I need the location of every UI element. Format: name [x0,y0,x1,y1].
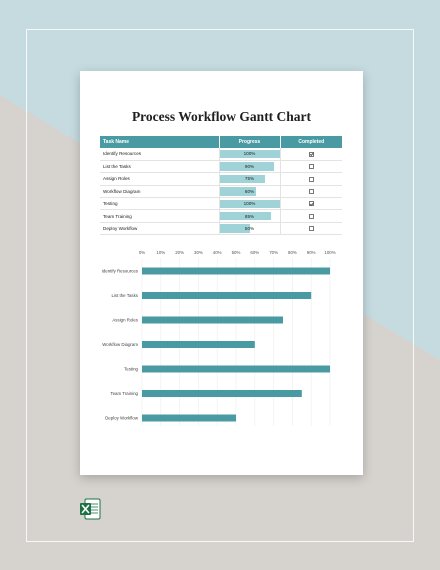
completed-cell [279,185,342,199]
task-name-cell: Team Training [100,209,219,223]
x-tick-label: 10% [156,250,165,255]
checked-checkbox[interactable] [308,201,314,207]
progress-bar [219,211,271,221]
page-title: Process Workflow Gantt Chart [131,109,312,124]
x-tick-label: 30% [194,250,203,255]
table-row: Workflow Diagram 60% [100,185,342,199]
unchecked-checkbox[interactable] [308,189,314,194]
table-row: Testing 100% [100,197,342,211]
completed-cell [279,148,342,161]
excel-icon [80,498,101,520]
progress-cell: 50% [218,222,280,236]
task-name-cell: Workflow Diagram [100,185,219,199]
table-row: Identify Resources 100% [100,148,342,161]
table-header-row: Task Name Progress Completed [100,136,342,148]
column-header-completed: Completed [279,136,342,148]
category-label: Testing [124,367,138,372]
progress-bar [219,224,250,233]
progress-cell: 90% [218,160,280,174]
x-tick-label: 40% [213,250,222,255]
task-name-cell: Identify Resources [100,148,219,161]
progress-label: 85% [244,213,255,219]
gantt-bar [142,267,330,275]
unchecked-checkbox[interactable] [308,164,314,170]
table-row: Assign Roles 75% [100,172,342,186]
x-tick-label: 90% [307,250,316,255]
task-name-cell: Assign Roles [100,172,219,186]
x-tick-label: 20% [175,250,184,255]
decorative-frame [26,29,414,542]
progress-bar [219,187,256,196]
table-row: Team Training 85% [100,209,342,223]
gantt-chart: 0% 10% 20% 30% 40% 50% 60% 70% 80% 90% 100% Identif… [102,250,336,426]
table-row: List the Tasks 90% [100,160,342,174]
gantt-bar [142,341,255,348]
progress-bar [219,149,280,159]
unchecked-checkbox[interactable] [308,176,314,182]
x-tick-label: 100% [324,250,335,255]
column-header-task: Task Name [100,136,219,148]
progress-bar [219,199,280,208]
progress-label: 90% [244,164,255,170]
gantt-bar [142,292,312,299]
progress-label: 50% [244,226,255,232]
progress-cell: 75% [218,172,280,186]
completed-cell [279,222,342,236]
unchecked-checkbox[interactable] [308,213,314,219]
completed-cell [279,209,342,223]
checked-checkbox[interactable] [308,151,314,157]
progress-cell: 100% [218,197,280,211]
category-label: Deploy Workflow [105,416,139,421]
task-name-cell: Testing [100,197,219,211]
gantt-bar [142,390,302,397]
category-label: Workflow Diagram [102,342,138,347]
progress-label: 100% [243,151,256,157]
column-header-progress: Progress [218,136,280,148]
table-row: Deploy Workflow 50% [100,222,342,236]
progress-bar [219,162,274,171]
x-tick-label: 50% [232,250,241,255]
gantt-bar [142,316,283,324]
completed-cell [279,197,342,211]
progress-label: 100% [243,201,256,207]
category-label: Identify Resources [102,269,139,274]
progress-label: 60% [244,188,255,194]
gantt-bar [142,365,330,373]
unchecked-checkbox[interactable] [308,226,314,232]
task-name-cell: List the Tasks [100,160,219,174]
progress-cell: 85% [218,209,280,223]
gantt-bar [142,414,236,422]
category-label: List the Tasks [111,293,138,298]
progress-label: 75% [244,176,255,182]
task-table: Task Name Progress Completed Identify Re… [100,136,342,236]
x-tick-label: 70% [269,250,278,255]
document-page: Process Workflow Gantt Chart Task Name P… [80,71,363,475]
category-label: Team Training [110,391,138,396]
x-tick-label: 80% [288,250,297,255]
x-tick-label: 0% [139,250,145,255]
task-name-cell: Deploy Workflow [100,222,219,236]
progress-bar [219,174,265,184]
completed-cell [279,160,342,174]
completed-cell [279,172,342,186]
progress-cell: 60% [218,185,280,199]
x-tick-label: 60% [250,250,259,255]
category-label: Assign Roles [112,318,138,323]
task-table-body: Identify Resources 100% List the Tasks 90% A… [100,148,342,236]
progress-cell: 100% [218,148,280,161]
